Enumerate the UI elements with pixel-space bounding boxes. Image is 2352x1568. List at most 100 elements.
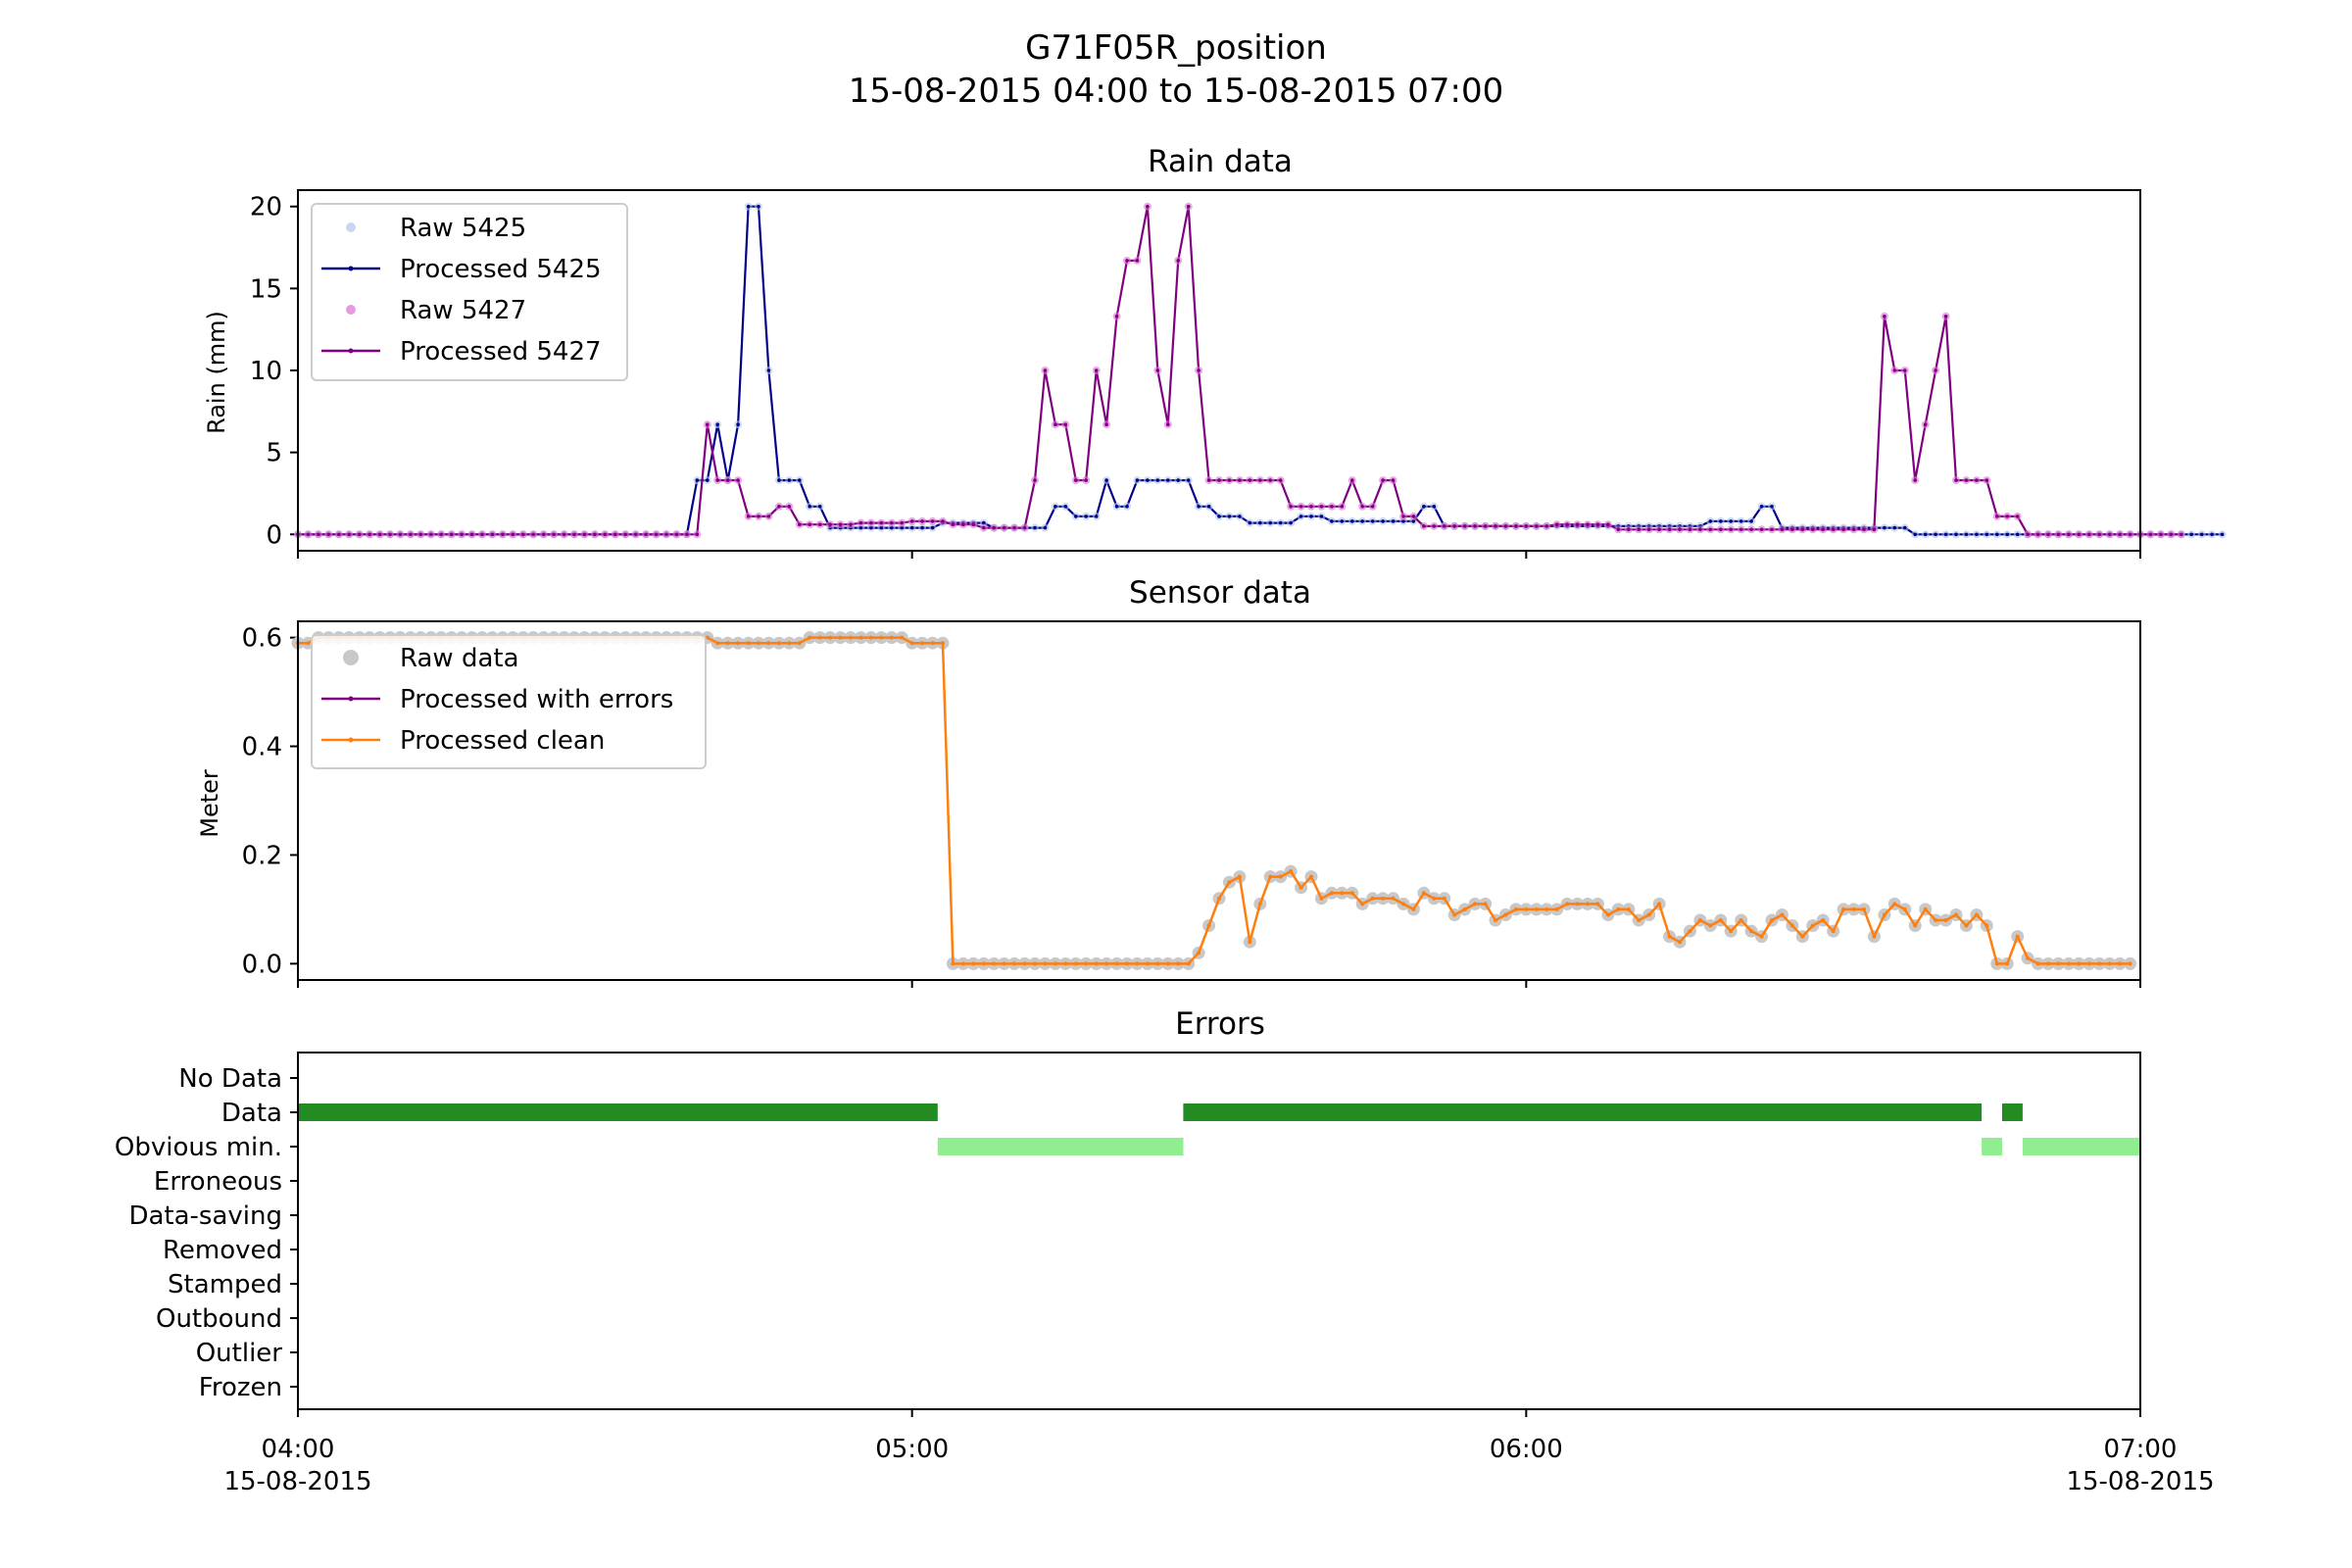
series-5425-processed-point xyxy=(817,505,822,509)
series-5425-processed-point xyxy=(798,478,802,482)
rain-axes-frame xyxy=(297,189,2141,552)
sensor-processed-clean-point xyxy=(1575,902,1580,906)
sensor-processed-clean-point xyxy=(960,961,965,966)
series-5427-processed-point xyxy=(2046,532,2050,537)
series-5427-processed-point xyxy=(757,514,760,518)
sensor-processed-clean-point xyxy=(1513,906,1518,911)
series-5427-processed-point xyxy=(1319,505,1324,509)
sensor-processed-clean-point xyxy=(900,635,905,640)
x-tick-label: 05:00 xyxy=(875,1435,949,1464)
series-5425-processed-point xyxy=(757,204,760,209)
series-5427-processed-point xyxy=(879,520,884,525)
series-5427-processed-point xyxy=(1227,478,1232,482)
series-5427-processed-point xyxy=(1350,478,1354,482)
legend-label: Processed clean xyxy=(400,726,605,756)
series-5427-processed-point xyxy=(1074,478,1078,482)
series-5425-processed-point xyxy=(1729,519,1733,523)
sensor-processed-clean-point xyxy=(1544,906,1549,911)
sensor-processed-clean-point xyxy=(1800,934,1805,939)
series-5425-processed-point xyxy=(787,478,792,482)
sensor-processed-clean-point xyxy=(1340,891,1345,896)
sensor-processed-clean-point xyxy=(1902,906,1907,911)
sensor-y-tick-label: 0.6 xyxy=(242,624,282,654)
series-5427-processed-point xyxy=(1923,422,1928,427)
errors-category-label: Frozen xyxy=(199,1373,282,1402)
series-5427-processed-point xyxy=(1330,505,1334,509)
sensor-plot-area: 0.0 0.2 0.4 0.6 Raw data Processed with error… xyxy=(242,624,2141,988)
series-5427-processed-point xyxy=(1749,527,1753,532)
series-5427-processed-point xyxy=(1002,525,1006,530)
series-5425-processed-point xyxy=(1043,525,1048,530)
series-5427-processed-point xyxy=(2026,532,2030,537)
series-5427-processed-point xyxy=(418,532,423,537)
sensor-processed-clean-point xyxy=(941,641,945,646)
series-5427-processed-point xyxy=(992,525,996,530)
series-5425-processed-point xyxy=(1923,532,1928,537)
series-5427-processed-point xyxy=(2056,532,2061,537)
series-5427-processed-point xyxy=(900,520,904,525)
sensor-processed-clean-point xyxy=(889,635,894,640)
sensor-processed-clean-point xyxy=(1309,874,1313,879)
series-5427-processed-point xyxy=(1494,524,1497,528)
series-5427-processed-point xyxy=(920,519,924,523)
series-5425-processed-point xyxy=(777,478,781,482)
sensor-processed-clean-point xyxy=(1494,918,1497,922)
sensor-processed-clean-point xyxy=(849,635,853,640)
series-5425-processed-point xyxy=(736,422,740,427)
sensor-legend-box xyxy=(311,634,707,769)
sensor-panel: Sensor data Meter 0.0 0.2 0.4 0.6 Raw data Pr… xyxy=(196,575,2141,988)
series-5427-processed-point xyxy=(849,522,853,526)
series-5427-processed-point xyxy=(1104,422,1108,427)
legend-marker xyxy=(346,305,356,315)
series-5427-processed-point xyxy=(1811,527,1815,532)
series-5427-processed-point xyxy=(593,532,597,537)
sensor-processed-clean-point xyxy=(1943,918,1948,922)
series-5425-processed-point xyxy=(1943,532,1948,537)
legend-marker xyxy=(346,222,356,232)
sensor-processed-clean-point xyxy=(797,641,802,646)
series-5427-processed-point xyxy=(1831,527,1836,532)
series-5427-processed-point xyxy=(521,532,525,537)
sensor-processed-clean-point xyxy=(1319,896,1324,901)
sensor-processed-clean-point xyxy=(1012,961,1017,966)
legend-line-marker xyxy=(348,266,354,271)
legend-label: Raw 5425 xyxy=(400,214,526,243)
sensor-processed-clean-point xyxy=(1780,912,1785,917)
series-5427-processed-point xyxy=(2087,532,2091,537)
series-5427-processed-point xyxy=(460,532,464,537)
series-5427-processed-point xyxy=(1483,524,1488,528)
series-5425-processed-point xyxy=(890,525,894,530)
series-5427-processed-point xyxy=(1309,505,1313,509)
sensor-processed-clean-point xyxy=(1257,902,1262,906)
series-5425-processed-point xyxy=(1206,505,1211,509)
series-5425-processed-point xyxy=(1217,514,1221,518)
series-5427-processed-point xyxy=(715,478,719,482)
series-5427-processed-point xyxy=(388,532,392,537)
series-5427-processed-point xyxy=(828,522,832,526)
series-5427-processed-point xyxy=(613,532,617,537)
sensor-processed-clean-point xyxy=(1135,961,1140,966)
sensor-processed-clean-point xyxy=(757,641,760,646)
errors-segment-bar xyxy=(2022,1138,2140,1155)
errors-category-label: Removed xyxy=(163,1236,282,1265)
legend-marker xyxy=(343,650,359,665)
sensor-processed-clean-point xyxy=(2066,961,2071,966)
sensor-processed-clean-point xyxy=(2128,961,2132,966)
errors-segment-bar xyxy=(937,1138,1184,1155)
sensor-processed-clean-point xyxy=(1145,961,1150,966)
errors-axes-frame xyxy=(297,1052,2141,1410)
sensor-processed-clean-point xyxy=(1370,896,1375,901)
sensor-processed-clean-point xyxy=(2077,961,2082,966)
sensor-processed-clean-point xyxy=(1053,961,1057,966)
sensor-processed-clean-point xyxy=(1841,906,1846,911)
sensor-processed-clean-point xyxy=(1462,906,1467,911)
series-5425-processed-point xyxy=(1964,532,1969,537)
series-5427-processed-point xyxy=(2067,532,2071,537)
series-5427-processed-point xyxy=(2097,532,2101,537)
sensor-axes-frame xyxy=(297,620,2141,981)
series-5427-processed-point xyxy=(1125,259,1129,263)
series-5427-processed-point xyxy=(1913,478,1917,482)
legend-label: Raw 5427 xyxy=(400,296,526,325)
errors-segment-bar xyxy=(2002,1103,2023,1121)
series-5427-processed-point xyxy=(368,532,371,537)
